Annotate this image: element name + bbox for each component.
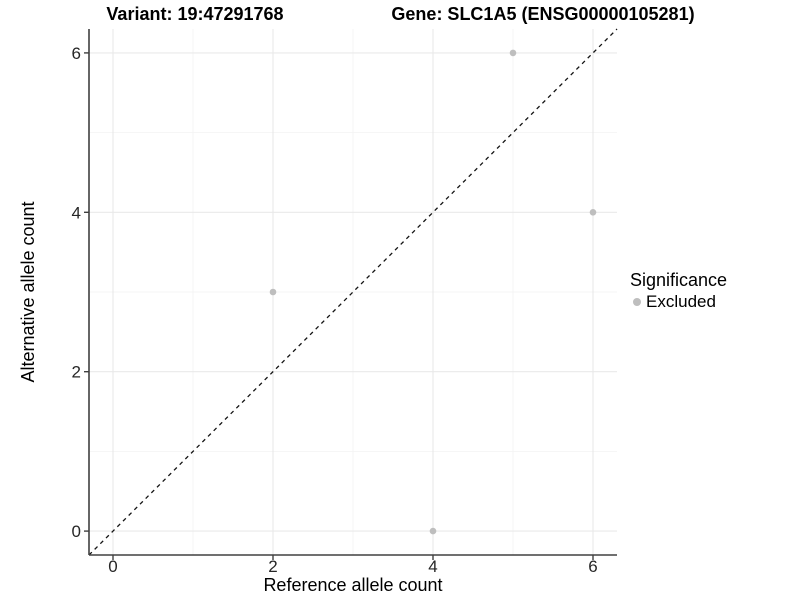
- y-tick-label: 4: [72, 203, 81, 222]
- legend-point-icon: [633, 297, 641, 306]
- grid-layer: [89, 29, 617, 555]
- data-point: [429, 527, 437, 535]
- y-tick-label: 6: [72, 44, 81, 63]
- gene-title: Gene: SLC1A5 (ENSG00000105281): [391, 4, 695, 24]
- x-tick-label: 0: [108, 557, 117, 576]
- x-tick-label: 2: [268, 557, 277, 576]
- axis-layer: 0 2 4 6 0 2 4 6: [72, 29, 617, 576]
- x-tick-label: 4: [428, 557, 437, 576]
- legend-title: Significance: [630, 270, 728, 290]
- legend-items: Excluded: [630, 292, 727, 311]
- legend-item-label: Excluded: [646, 292, 716, 311]
- x-axis-title: Reference allele count: [263, 575, 442, 595]
- y-axis-title: Alternative allele count: [18, 201, 38, 382]
- x-tick-label: 6: [588, 557, 597, 576]
- data-layer: [88, 28, 618, 556]
- data-point: [509, 49, 517, 57]
- data-point: [269, 288, 277, 296]
- legend-item: Excluded: [630, 292, 727, 311]
- variant-title: Variant: 19:47291768: [106, 4, 284, 24]
- y-tick-label: 2: [72, 363, 81, 382]
- data-point: [589, 209, 597, 216]
- legend: Significance Excluded: [630, 269, 727, 311]
- y-tick-label: 0: [72, 522, 81, 541]
